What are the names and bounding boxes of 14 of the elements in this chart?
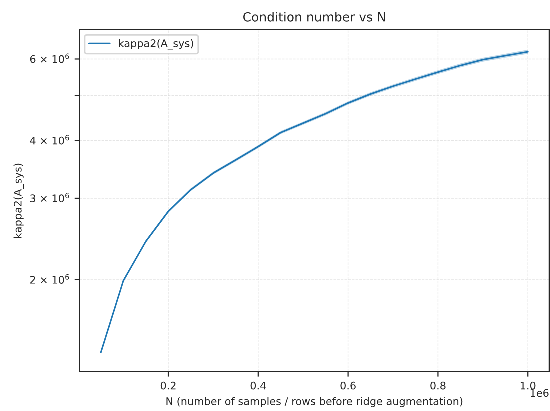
y-tick-label: 3 × 10$^{6}$ [30, 192, 70, 203]
x-tick-label: 0.2 [160, 382, 176, 390]
y-tick-label: 4 × 10$^{6}$ [30, 135, 70, 145]
x-tick-label: 0.4 [250, 382, 266, 390]
y-tick-label: 6 × 10$^{6}$ [30, 54, 70, 64]
x-tick-label: 0.8 [430, 382, 446, 390]
chart-title: Condition number vs N [243, 12, 386, 22]
y-tick-label: 2 × 10$^{6}$ [30, 274, 70, 284]
y-axis-title: kappa2(A_sys) [14, 164, 24, 238]
legend-label: kappa2(A_sys) [119, 39, 194, 50]
text: 1e6 [530, 389, 549, 398]
x-axis-title: N (number of samples / rows before ridge augmentation) [166, 397, 463, 408]
x-tick-label: 0.6 [340, 382, 356, 390]
x-tick-label: 1.0 [520, 382, 536, 390]
